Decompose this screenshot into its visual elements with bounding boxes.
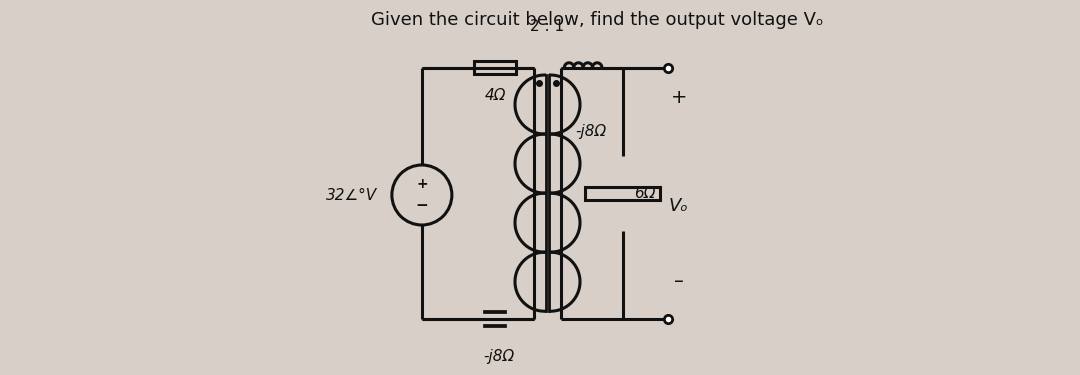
Bar xyxy=(474,61,515,74)
Text: 4Ω: 4Ω xyxy=(484,88,505,103)
Text: Vₒ: Vₒ xyxy=(669,197,689,215)
Text: +: + xyxy=(671,88,687,107)
Bar xyxy=(585,187,660,200)
Text: −: − xyxy=(416,198,429,213)
Text: -j8Ω: -j8Ω xyxy=(483,349,514,364)
Text: +: + xyxy=(416,177,428,192)
Text: 2 : 1: 2 : 1 xyxy=(530,19,565,34)
Text: –: – xyxy=(674,272,684,291)
Text: -j8Ω: -j8Ω xyxy=(575,124,606,139)
Text: 32∠°V: 32∠°V xyxy=(326,188,377,202)
Text: Given the circuit below, find the output voltage Vₒ: Given the circuit below, find the output… xyxy=(372,11,824,29)
Text: 6Ω: 6Ω xyxy=(634,186,656,201)
